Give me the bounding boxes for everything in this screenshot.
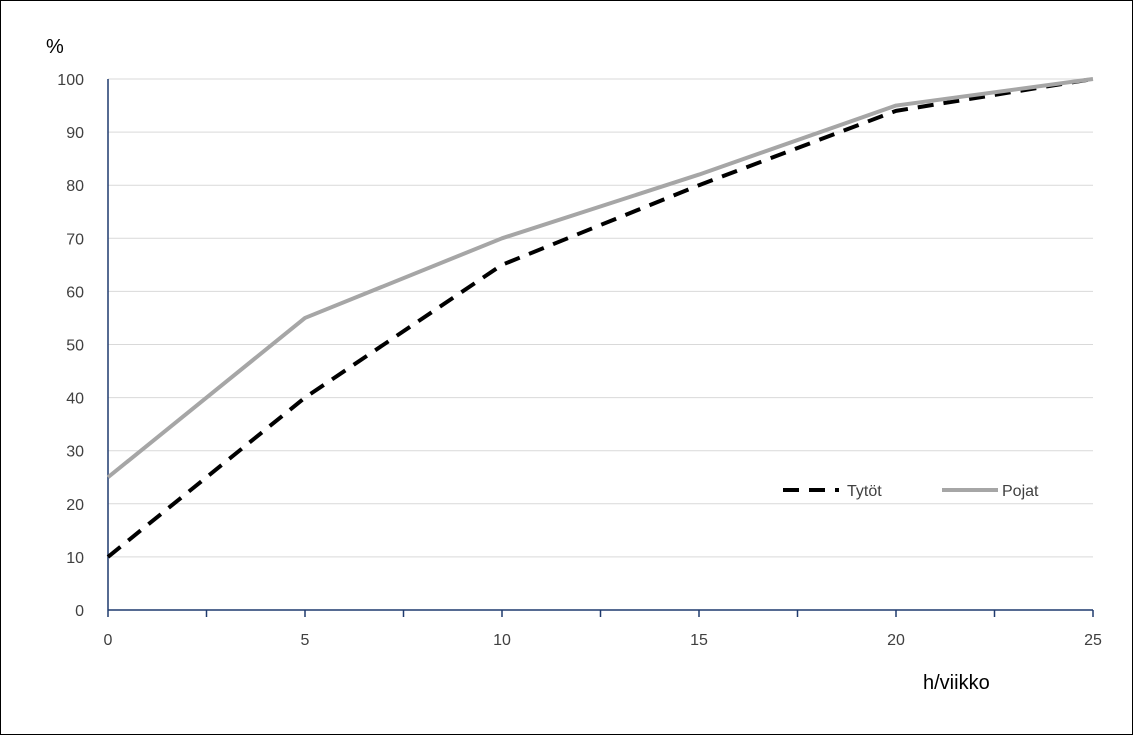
x-tick-label: 10: [493, 632, 511, 649]
y-tick-label: 30: [66, 444, 84, 461]
legend-label-tytot: Tytöt: [847, 483, 882, 500]
series-line-pojat: [106, 77, 1094, 479]
x-tick-label: 20: [887, 632, 905, 649]
axes: [107, 79, 1094, 617]
y-tick-label: 50: [66, 338, 84, 355]
y-tick-label: 10: [66, 550, 84, 567]
y-tick-label: 90: [66, 125, 84, 142]
x-tick-label: 0: [104, 632, 113, 649]
series-lines: [106, 77, 1094, 559]
x-tick-label: 25: [1084, 632, 1102, 649]
x-axis-label: h/viikko: [923, 672, 990, 694]
x-tick-label: 5: [301, 632, 310, 649]
y-axis-label: %: [46, 36, 64, 58]
tick-labels: 0 10 20 30 40 50 60 70 80 90 100 0 5 10 15 20 25: [57, 72, 1102, 649]
series-line-tytot: [106, 77, 1094, 559]
y-tick-label: 20: [66, 497, 84, 514]
y-tick-label: 0: [75, 603, 84, 620]
gridlines: [108, 78, 1093, 558]
y-tick-label: 80: [66, 178, 84, 195]
y-tick-label: 70: [66, 231, 84, 248]
y-tick-label: 60: [66, 284, 84, 301]
y-tick-label: 40: [66, 391, 84, 408]
legend-label-pojat: Pojat: [1002, 483, 1039, 500]
y-tick-label: 100: [57, 72, 84, 89]
x-tick-label: 15: [690, 632, 708, 649]
legend: Tytöt Pojat: [783, 483, 1039, 500]
